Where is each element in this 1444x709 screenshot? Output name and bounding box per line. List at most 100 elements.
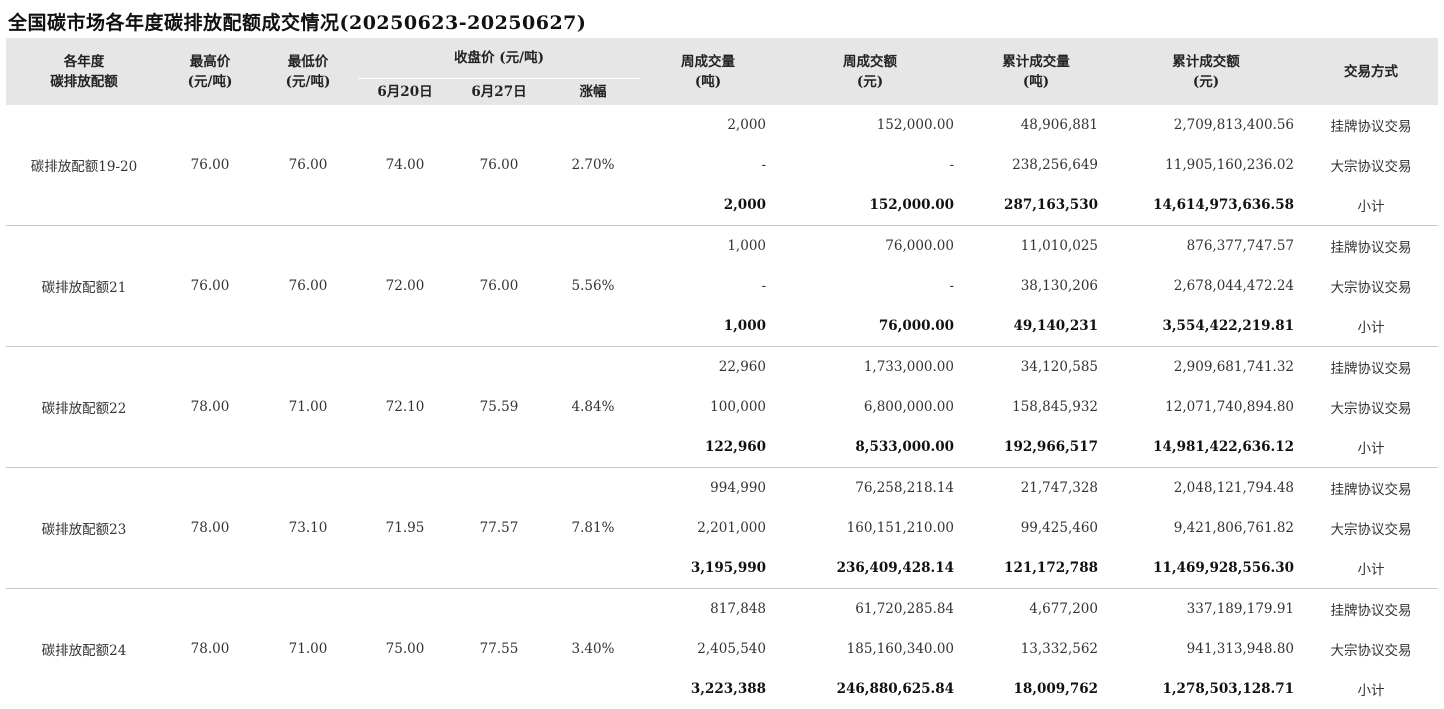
header-cum-amount: 累计成交额 (元)	[1108, 38, 1304, 105]
cum-volume-subtotal: 49,140,231	[964, 306, 1108, 347]
cum-volume: 4,677,200	[964, 589, 1108, 630]
week-amount-subtotal: 236,409,428.14	[776, 548, 964, 589]
carbon-allowance-table: 各年度 碳排放配额 最高价 (元/吨) 最低价 (元/吨) 收盘价 (元/吨) …	[6, 38, 1438, 709]
week-amount: 152,000.00	[776, 105, 964, 145]
cum-amount-subtotal: 14,981,422,636.12	[1108, 427, 1304, 468]
cum-amount: 2,048,121,794.48	[1108, 468, 1304, 509]
cum-volume: 158,845,932	[964, 387, 1108, 427]
week-volume-subtotal: 1,000	[640, 306, 776, 347]
week-amount-subtotal: 152,000.00	[776, 185, 964, 226]
close-jun27: 75.59	[452, 347, 546, 468]
cum-amount-subtotal: 11,469,928,556.30	[1108, 548, 1304, 589]
week-volume: 1,000	[640, 226, 776, 267]
header-close-price: 收盘价 (元/吨)	[358, 38, 640, 79]
cum-volume: 238,256,649	[964, 145, 1108, 185]
cum-volume-subtotal: 121,172,788	[964, 548, 1108, 589]
subtotal-label: 小计	[1304, 306, 1438, 347]
cum-amount: 12,071,740,894.80	[1108, 387, 1304, 427]
cum-amount: 2,709,813,400.56	[1108, 105, 1304, 145]
trade-method: 大宗协议交易	[1304, 629, 1438, 669]
week-volume: 2,201,000	[640, 508, 776, 548]
allowance-name: 碳排放配额24	[6, 589, 162, 709]
cum-volume-subtotal: 192,966,517	[964, 427, 1108, 468]
table-row: 碳排放配额22 78.00 71.00 72.10 75.59 4.84% 22…	[6, 347, 1438, 388]
week-amount: 61,720,285.84	[776, 589, 964, 630]
week-amount: 1,733,000.00	[776, 347, 964, 388]
trade-method: 挂牌协议交易	[1304, 105, 1438, 145]
week-amount: 6,800,000.00	[776, 387, 964, 427]
cum-volume: 13,332,562	[964, 629, 1108, 669]
cum-volume: 38,130,206	[964, 266, 1108, 306]
week-amount: 185,160,340.00	[776, 629, 964, 669]
close-jun27: 76.00	[452, 226, 546, 347]
cum-volume: 34,120,585	[964, 347, 1108, 388]
close-jun20: 74.00	[358, 105, 452, 226]
table-row: 碳排放配额24 78.00 71.00 75.00 77.55 3.40% 81…	[6, 589, 1438, 630]
week-amount-subtotal: 76,000.00	[776, 306, 964, 347]
cum-amount: 876,377,747.57	[1108, 226, 1304, 267]
cum-volume-subtotal: 18,009,762	[964, 669, 1108, 709]
cum-volume: 21,747,328	[964, 468, 1108, 509]
trade-method: 大宗协议交易	[1304, 508, 1438, 548]
header-week-volume: 周成交量 (吨)	[640, 38, 776, 105]
close-jun27: 76.00	[452, 105, 546, 226]
low-price: 71.00	[258, 589, 358, 709]
trade-method: 大宗协议交易	[1304, 387, 1438, 427]
close-jun20: 72.00	[358, 226, 452, 347]
cum-amount: 2,678,044,472.24	[1108, 266, 1304, 306]
allowance-name: 碳排放配额21	[6, 226, 162, 347]
low-price: 73.10	[258, 468, 358, 589]
header-change: 涨幅	[546, 79, 640, 106]
subtotal-label: 小计	[1304, 185, 1438, 226]
close-jun20: 75.00	[358, 589, 452, 709]
subtotal-label: 小计	[1304, 427, 1438, 468]
low-price: 71.00	[258, 347, 358, 468]
carbon-allowance-table-container: 各年度 碳排放配额 最高价 (元/吨) 最低价 (元/吨) 收盘价 (元/吨) …	[6, 38, 1438, 709]
cum-volume: 48,906,881	[964, 105, 1108, 145]
cum-volume: 11,010,025	[964, 226, 1108, 267]
price-change: 2.70%	[546, 105, 640, 226]
header-jun20: 6月20日	[358, 79, 452, 106]
week-volume-subtotal: 3,223,388	[640, 669, 776, 709]
week-volume: 2,000	[640, 105, 776, 145]
trade-method: 挂牌协议交易	[1304, 347, 1438, 388]
header-allowance: 各年度 碳排放配额	[6, 38, 162, 105]
price-change: 4.84%	[546, 347, 640, 468]
close-jun27: 77.57	[452, 468, 546, 589]
table-row: 碳排放配额19-20 76.00 76.00 74.00 76.00 2.70%…	[6, 105, 1438, 145]
cum-volume: 99,425,460	[964, 508, 1108, 548]
close-jun27: 77.55	[452, 589, 546, 709]
week-amount: 76,000.00	[776, 226, 964, 267]
cum-volume-subtotal: 287,163,530	[964, 185, 1108, 226]
subtotal-label: 小计	[1304, 669, 1438, 709]
high-price: 78.00	[162, 347, 258, 468]
header-high-price: 最高价 (元/吨)	[162, 38, 258, 105]
week-amount: -	[776, 266, 964, 306]
cum-amount: 11,905,160,236.02	[1108, 145, 1304, 185]
week-volume: 2,405,540	[640, 629, 776, 669]
week-amount: 76,258,218.14	[776, 468, 964, 509]
header-trade-method: 交易方式	[1304, 38, 1438, 105]
close-jun20: 72.10	[358, 347, 452, 468]
cum-amount: 9,421,806,761.82	[1108, 508, 1304, 548]
table-row: 碳排放配额21 76.00 76.00 72.00 76.00 5.56% 1,…	[6, 226, 1438, 267]
cum-amount-subtotal: 14,614,973,636.58	[1108, 185, 1304, 226]
table-row: 碳排放配额23 78.00 73.10 71.95 77.57 7.81% 99…	[6, 468, 1438, 509]
trade-method: 挂牌协议交易	[1304, 589, 1438, 630]
allowance-name: 碳排放配额22	[6, 347, 162, 468]
close-jun20: 71.95	[358, 468, 452, 589]
trade-method: 挂牌协议交易	[1304, 468, 1438, 509]
trade-method: 挂牌协议交易	[1304, 226, 1438, 267]
week-amount: -	[776, 145, 964, 185]
price-change: 3.40%	[546, 589, 640, 709]
high-price: 76.00	[162, 105, 258, 226]
cum-amount-subtotal: 1,278,503,128.71	[1108, 669, 1304, 709]
week-volume-subtotal: 2,000	[640, 185, 776, 226]
high-price: 76.00	[162, 226, 258, 347]
week-volume: 994,990	[640, 468, 776, 509]
allowance-name: 碳排放配额23	[6, 468, 162, 589]
cum-amount: 2,909,681,741.32	[1108, 347, 1304, 388]
week-volume: -	[640, 266, 776, 306]
header-low-price: 最低价 (元/吨)	[258, 38, 358, 105]
week-amount-subtotal: 8,533,000.00	[776, 427, 964, 468]
